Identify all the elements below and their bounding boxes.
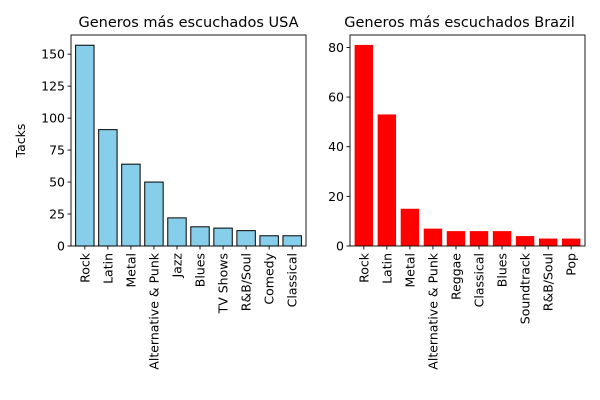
chart-usa-ytick-label-1: 25 — [49, 207, 65, 222]
chart-usa-xtick-label-3: Alternative & Punk — [146, 252, 161, 369]
chart-brazil-bar-2 — [400, 208, 420, 246]
chart-usa-xtick-label-7: R&B/Soul — [239, 253, 254, 311]
chart-usa-ytick-label-6: 150 — [41, 47, 65, 62]
chart-usa-xtick-label-6: TV Shows — [216, 253, 231, 314]
chart-usa-bar-5 — [190, 226, 210, 247]
chart-brazil: Generos más escuchados Brazil 0 20 40 60 80 R… — [328, 15, 586, 370]
chart-brazil-bar-0 — [354, 44, 374, 247]
chart-brazil-xtick-label-6: Blues — [495, 253, 510, 287]
chart-usa-xtick-label-9: Classical — [285, 253, 300, 307]
chart-usa-ylabel: Tacks — [13, 124, 28, 159]
chart-usa-bar-3 — [144, 181, 164, 247]
chart-usa-bar-7 — [236, 230, 256, 247]
chart-usa: Generos más escuchados USA Tacks 0 25 50 75… — [13, 15, 307, 370]
chart-brazil-axes-frame — [349, 34, 586, 247]
chart-brazil-bar-6 — [492, 231, 512, 246]
chart-usa-ytick-label-0: 0 — [57, 239, 65, 254]
chart-brazil-bar-7 — [515, 236, 535, 246]
chart-brazil-ytick-label-1: 20 — [328, 189, 344, 204]
chart-brazil-xtick-label-5: Classical — [472, 253, 487, 307]
chart-brazil-xtick-label-7: Soundtrack — [518, 252, 533, 324]
chart-usa-ytick-label-4: 100 — [41, 111, 65, 126]
chart-brazil-xtick-label-2: Metal — [402, 253, 417, 288]
chart-usa-bar-6 — [213, 227, 233, 247]
chart-brazil-ytick-label-0: 0 — [336, 239, 344, 254]
chart-usa-xtick-label-2: Metal — [123, 253, 138, 288]
chart-usa-xtick-label-1: Latin — [100, 253, 115, 284]
chart-usa-ytick-label-5: 125 — [41, 79, 65, 94]
chart-usa-xtick-label-0: Rock — [77, 252, 92, 283]
chart-brazil-xtick-label-9: Pop — [564, 253, 579, 276]
chart-usa-bar-2 — [121, 163, 141, 247]
chart-brazil-bar-1 — [377, 114, 397, 246]
chart-usa-xtick-label-4: Jazz — [169, 253, 184, 279]
chart-brazil-ytick-label-3: 60 — [328, 90, 344, 105]
chart-brazil-xtick-label-1: Latin — [379, 253, 394, 284]
chart-brazil-xtick-label-3: Alternative & Punk — [425, 252, 440, 369]
chart-usa-bar-9 — [282, 235, 302, 247]
chart-usa-title: Generos más escuchados USA — [78, 15, 298, 31]
chart-brazil-bar-5 — [469, 231, 489, 246]
chart-usa-xtick-label-8: Comedy — [262, 252, 277, 304]
chart-brazil-xtick-label-4: Reggae — [448, 253, 463, 300]
chart-usa-ytick-label-2: 50 — [49, 175, 65, 190]
chart-brazil-title: Generos más escuchados Brazil — [344, 15, 575, 31]
chart-brazil-bar-4 — [446, 231, 466, 246]
chart-usa-bar-4 — [167, 217, 187, 247]
chart-brazil-xtick-label-0: Rock — [356, 252, 371, 283]
chart-brazil-ytick-label-4: 80 — [328, 40, 344, 55]
chart-brazil-bar-9 — [561, 238, 581, 246]
chart-usa-bar-0 — [75, 44, 95, 247]
chart-usa-axes-frame — [70, 34, 307, 247]
chart-brazil-ytick-label-2: 40 — [328, 139, 344, 154]
chart-usa-ytick-label-3: 75 — [49, 143, 65, 158]
chart-brazil-xtick-label-8: R&B/Soul — [541, 253, 556, 311]
chart-usa-bar-8 — [259, 235, 279, 247]
chart-usa-bar-1 — [98, 129, 118, 247]
chart-brazil-bar-3 — [423, 228, 443, 246]
chart-brazil-bar-8 — [538, 238, 558, 246]
chart-usa-xtick-label-5: Blues — [193, 253, 208, 287]
